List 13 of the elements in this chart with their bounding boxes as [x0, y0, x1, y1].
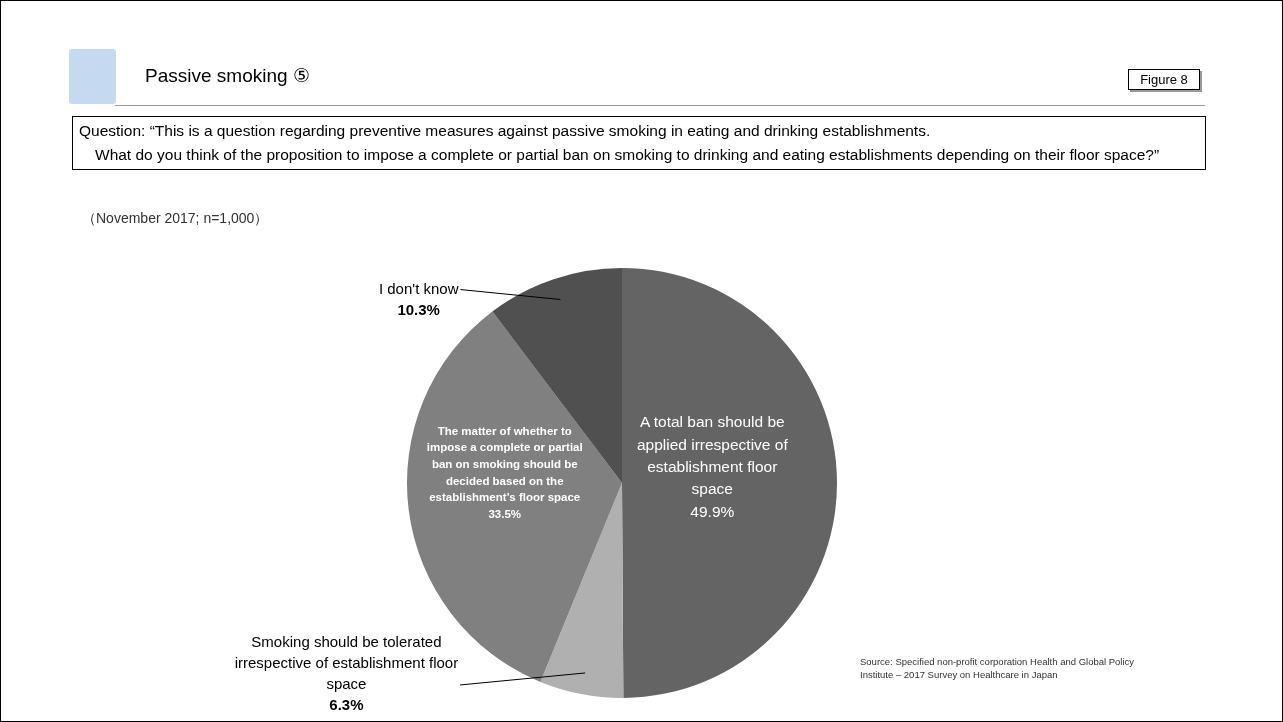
data-label: 33.5%	[488, 508, 522, 521]
slice-label: A total ban should be applied irrespective of establishment floor space	[636, 413, 789, 498]
chart-title: Passive smoking ⑤	[145, 64, 310, 87]
data-label: 49.9%	[690, 502, 735, 520]
chart-subtitle: Question: “This is a question regarding preventive measures against passive smoking in eating and drinking establishments. What do you think of the proposition to impose a complete or partial ban on smoking to drinking and eating establishments depending on their floor space?”	[72, 116, 1206, 170]
data-label: 10.3%	[397, 300, 440, 318]
slice-label: Smoking should be tolerated irrespective of establishment floor space	[234, 633, 459, 693]
caption: Figure 8	[1128, 69, 1200, 90]
source-note: Source: Specified non-profit corporation Health and Global Policy Institute – 2017 Survey on Healthcare in Japan	[860, 655, 1136, 681]
text: （November 2017; n=1,000）	[82, 210, 269, 228]
slice-label: I don't know	[378, 279, 459, 297]
data-label: 6.3%	[329, 696, 364, 714]
slice-label: The matter of whether to impose a complete or partial ban on smoking should be decided based on the establishment’s floor space	[426, 424, 583, 504]
